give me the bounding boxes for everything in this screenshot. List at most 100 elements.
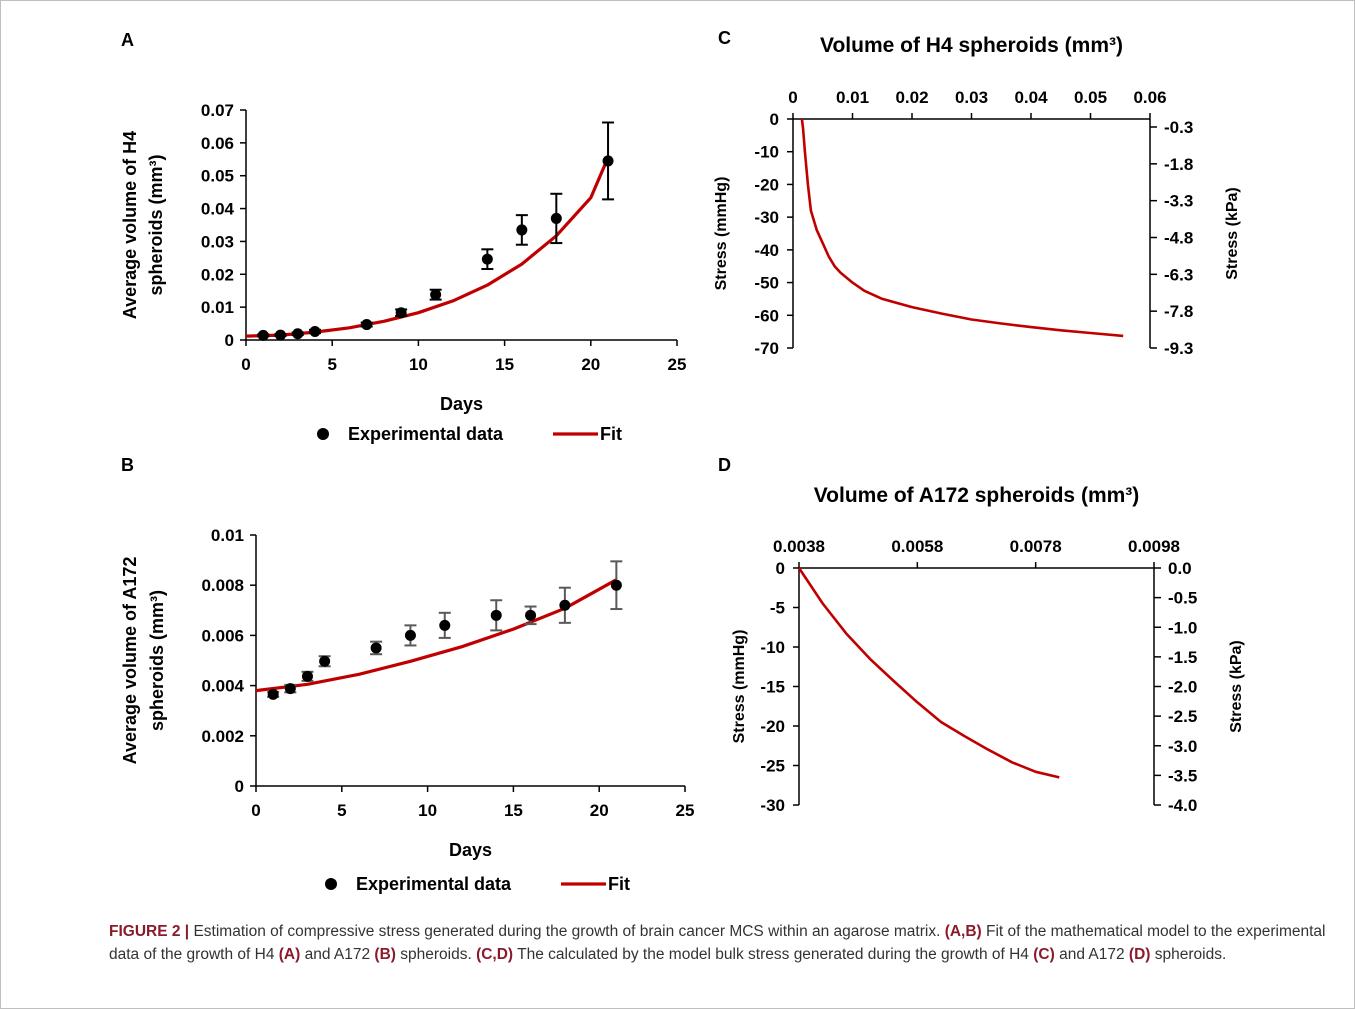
x-tick-label: 0.0098 (1128, 537, 1180, 556)
x-tick-label: 0.0038 (773, 537, 825, 556)
y-tick-label-right: -7.8 (1164, 302, 1193, 321)
caption-text-6: and A172 (1054, 946, 1129, 963)
data-point (319, 655, 331, 667)
x-tick-label: 20 (590, 801, 609, 820)
data-point (525, 609, 537, 621)
data-point (292, 328, 304, 340)
figure-caption: FIGURE 2 | Estimation of compressive str… (109, 920, 1339, 966)
y-tick-label-left: -30 (760, 796, 785, 815)
y-tick-label-left: -10 (760, 638, 785, 657)
chart-title: Volume of A172 spheroids (mm³) (814, 484, 1140, 507)
data-point (430, 289, 442, 301)
y-tick-label: 0.06 (201, 134, 234, 153)
y-tick-label-right: -6.3 (1164, 265, 1193, 284)
y-axis-label-line-2: spheroids (mm³) (147, 590, 167, 731)
x-tick-label: 25 (676, 801, 695, 820)
x-tick-label: 0.02 (895, 88, 928, 107)
x-tick-label: 0.06 (1133, 88, 1166, 107)
x-tick-label: 15 (495, 355, 514, 374)
caption-text-1: Estimation of compressive stress generat… (189, 923, 945, 940)
panel-c: Volume of H4 spheroids (mm³) 0 0.01 0.02 0.0… (713, 34, 1241, 358)
data-point (274, 329, 286, 341)
x-tick-label: 0 (241, 355, 250, 374)
x-tick-label: 25 (668, 355, 687, 374)
x-tick-label: 0.01 (836, 88, 869, 107)
y-tick-label: 0.03 (201, 232, 234, 251)
y-tick-label-right: -2.5 (1168, 707, 1197, 726)
y-tick-label: 0.006 (201, 626, 244, 645)
y-axis-label-right: Stress (kPa) (1224, 187, 1241, 280)
panel-label-a: A (121, 30, 134, 50)
fit-line (245, 156, 610, 338)
y-tick-label: 0.004 (201, 677, 244, 696)
x-tick-label: 0 (788, 88, 797, 107)
y-tick-label-left: -70 (754, 339, 779, 358)
data-point (602, 155, 614, 167)
x-tick-label: 10 (418, 801, 437, 820)
legend-marker-experimental (317, 428, 329, 440)
y-tick-label-right: -3.0 (1168, 737, 1197, 756)
y-axis-label-line-1: Average volume of A172 (120, 557, 140, 765)
data-point (490, 609, 502, 621)
y-tick-label-left: 0 (776, 559, 785, 578)
y-tick-label: 0.008 (201, 576, 244, 595)
stress-curve (800, 118, 1124, 338)
caption-text-5: The calculated by the model bulk stress … (513, 946, 1034, 963)
y-tick-label-left: -30 (754, 208, 779, 227)
data-point (370, 642, 382, 654)
data-point (309, 325, 321, 337)
x-axis-label: Days (440, 394, 483, 414)
y-tick-label-right: -0.3 (1164, 118, 1193, 137)
data-point (301, 670, 313, 682)
y-tick-label-left: -10 (754, 143, 779, 162)
y-axis-label-right: Stress (kPa) (1228, 640, 1245, 733)
data-point (559, 599, 571, 611)
data-point (404, 629, 416, 641)
y-tick-label-left: -50 (754, 274, 779, 293)
caption-ref-cd: (C,D) (476, 946, 514, 963)
y-tick-label-right: -3.3 (1164, 192, 1193, 211)
y-tick-label: 0.002 (201, 727, 244, 746)
caption-text-3: and A172 (300, 946, 375, 963)
caption-label: FIGURE 2 | (109, 923, 190, 940)
x-tick-label: 0 (251, 801, 260, 820)
legend-label-fit: Fit (608, 874, 630, 894)
data-point (439, 619, 451, 631)
x-axis-label: Days (449, 840, 492, 860)
data-point (267, 688, 279, 700)
y-tick-label-right: -1.5 (1168, 648, 1197, 667)
y-tick-label-left: -40 (754, 241, 779, 260)
x-tick-label: 15 (504, 801, 523, 820)
x-tick-label: 0.03 (955, 88, 988, 107)
data-point (257, 329, 269, 341)
y-tick-label-right: -0.5 (1168, 589, 1197, 608)
x-tick-label: 0.04 (1014, 88, 1048, 107)
y-tick-label: 0.05 (201, 167, 234, 186)
y-tick-label: 0.01 (211, 526, 244, 545)
x-tick-label: 10 (409, 355, 428, 374)
caption-ref-c: (C) (1033, 946, 1055, 963)
legend-label-experimental: Experimental data (356, 874, 512, 894)
y-tick-label-right: -4.0 (1168, 796, 1197, 815)
y-tick-label-right: -3.5 (1168, 766, 1197, 785)
y-tick-label-right: -9.3 (1164, 339, 1193, 358)
y-axis-label-line-1: Average volume of H4 (120, 131, 140, 319)
caption-text-2: Fit of the mathematical model to the exp… (109, 923, 1326, 963)
y-tick-label-left: -60 (754, 306, 779, 325)
y-tick-label: 0 (225, 331, 234, 350)
chart-title: Volume of H4 spheroids (mm³) (820, 34, 1123, 57)
y-tick-label-left: 0 (770, 110, 779, 129)
panel-b: 0 5 10 15 20 25 0 0.002 0.004 0.006 0.008 0.01 Days A… (120, 526, 694, 894)
data-point (361, 319, 373, 331)
y-tick-label-left: -20 (760, 717, 785, 736)
y-tick-label: 0.01 (201, 298, 234, 317)
y-tick-label-left: -15 (760, 678, 785, 697)
legend-label-experimental: Experimental data (348, 424, 504, 444)
x-tick-label: 5 (327, 355, 336, 374)
panel-label-c: C (718, 28, 731, 48)
y-axis-label-line-2: spheroids (mm³) (146, 154, 166, 295)
x-tick-label: 0.0078 (1010, 537, 1062, 556)
y-tick-label-right: -1.8 (1164, 155, 1193, 174)
data-point (284, 683, 296, 695)
